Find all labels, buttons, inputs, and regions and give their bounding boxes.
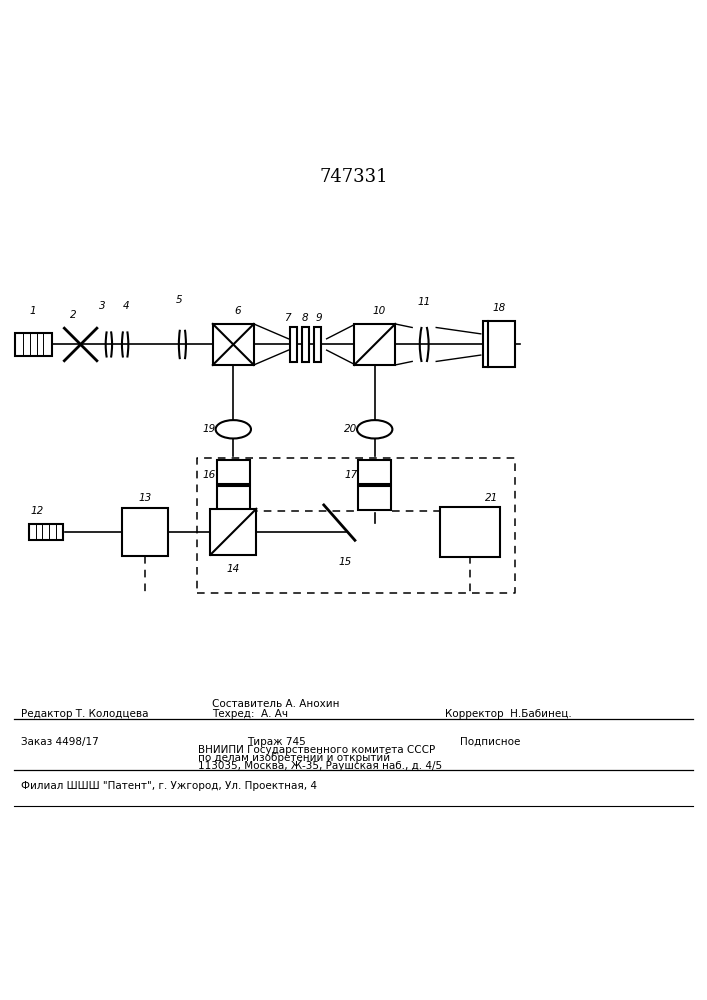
Text: Редактор Т. Колодцева: Редактор Т. Колодцева [21,709,148,719]
Text: 17: 17 [344,470,357,480]
Bar [289,327,297,362]
Bar [440,507,500,557]
Bar [122,508,168,556]
Text: ВНИИПИ Государственного комитета СССР: ВНИИПИ Государственного комитета СССР [198,745,436,755]
Bar [216,486,250,510]
Text: 14: 14 [227,564,240,574]
Ellipse shape [216,420,251,438]
Text: 7: 7 [284,313,291,323]
Text: 6: 6 [234,306,241,316]
Text: Тираж 745: Тираж 745 [247,737,306,747]
Bar [483,321,515,367]
Bar [29,524,63,540]
Text: 10: 10 [373,306,385,316]
Text: 16: 16 [203,470,216,480]
Text: 5: 5 [175,295,182,305]
Text: по делам изобретений и открытий: по делам изобретений и открытий [198,753,390,763]
Text: Составитель А. Анохин: Составитель А. Анохин [212,699,339,709]
Text: 8: 8 [302,313,309,323]
Text: Техред:  А. Ач: Техред: А. Ач [212,709,288,719]
Text: 11: 11 [418,297,431,307]
Text: 21: 21 [486,493,498,503]
Text: 19: 19 [203,424,216,434]
Bar [354,324,395,365]
Text: 747331: 747331 [319,168,388,186]
Text: 13: 13 [139,493,151,503]
Text: 3: 3 [98,301,105,311]
Text: 1: 1 [30,306,37,316]
Bar [216,460,250,484]
Text: Подписное: Подписное [460,737,520,747]
Bar [313,327,321,362]
Text: 4: 4 [122,301,129,311]
Text: Корректор  Н.Бабинец.: Корректор Н.Бабинец. [445,709,572,719]
Text: 2: 2 [70,310,77,320]
Bar [15,333,52,356]
Bar [358,460,392,484]
Bar [301,327,309,362]
Text: 18: 18 [493,303,506,313]
Text: Филиал ШШШ "Патент", г. Ужгород, Ул. Проектная, 4: Филиал ШШШ "Патент", г. Ужгород, Ул. Про… [21,781,317,791]
Text: 20: 20 [344,424,357,434]
Bar [210,509,256,555]
Text: 9: 9 [315,313,322,323]
Text: 12: 12 [30,506,43,516]
Text: Заказ 4498/17: Заказ 4498/17 [21,737,99,747]
Text: 113035, Москва, Ж-35, Раушская наб., д. 4/5: 113035, Москва, Ж-35, Раушская наб., д. … [198,761,442,771]
Bar [213,324,254,365]
Bar [358,486,392,510]
Text: 15: 15 [339,557,351,567]
Ellipse shape [357,420,392,438]
